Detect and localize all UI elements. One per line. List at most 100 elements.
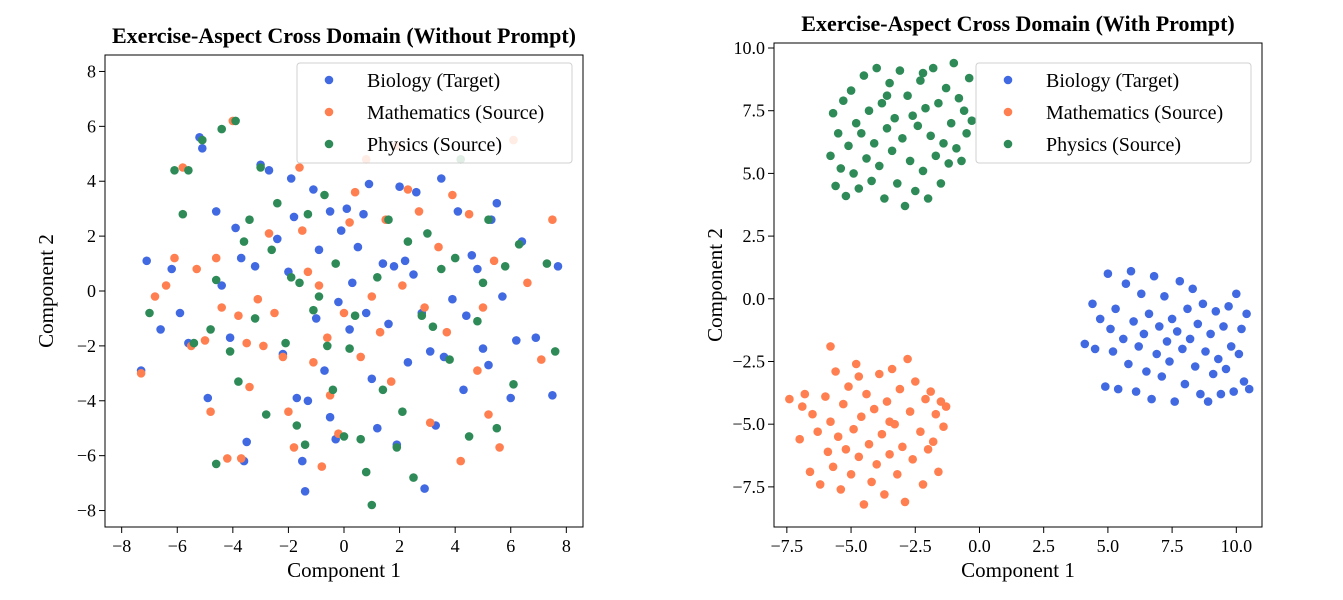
data-point (1196, 389, 1205, 399)
data-point (286, 273, 296, 282)
x-tick-label: −2 (279, 536, 298, 556)
x-tick-label: −5.0 (835, 536, 868, 556)
data-point (895, 66, 905, 75)
data-point (359, 209, 368, 219)
data-point (1170, 397, 1179, 406)
data-point (364, 179, 374, 189)
data-point (931, 409, 941, 419)
series-biology-target (136, 133, 563, 496)
y-tick-label: 0 (87, 281, 96, 301)
data-point (1080, 339, 1090, 349)
data-point (423, 229, 432, 238)
data-point (309, 305, 318, 315)
data-point (167, 264, 176, 274)
data-point (531, 333, 541, 343)
data-point (952, 144, 961, 153)
data-point (862, 389, 871, 399)
data-point (921, 103, 930, 113)
data-point (1234, 349, 1244, 359)
data-point (292, 421, 302, 430)
y-tick-label: 4 (87, 171, 96, 191)
data-point (236, 454, 246, 463)
data-point (1124, 359, 1133, 369)
legend: Biology (Target) Mathematics (Source) Phys… (296, 62, 573, 164)
data-point (198, 135, 207, 145)
data-point (339, 432, 349, 441)
data-point (959, 106, 969, 115)
data-point (1165, 357, 1174, 366)
data-point (798, 402, 807, 411)
data-point (875, 161, 884, 171)
data-point (384, 319, 393, 329)
x-tick-label: −4 (223, 536, 242, 556)
data-point (200, 336, 210, 345)
data-point (161, 281, 171, 290)
data-point (841, 191, 851, 201)
data-point (273, 198, 282, 208)
data-point (361, 308, 371, 318)
data-point (170, 253, 179, 263)
data-point (836, 485, 846, 494)
data-point (1131, 387, 1141, 396)
data-point (805, 467, 815, 477)
data-point (921, 394, 930, 404)
x-tick-label: −8 (112, 536, 131, 556)
data-point (1229, 387, 1238, 396)
data-point (303, 267, 313, 277)
data-point (323, 341, 332, 351)
data-point (785, 394, 794, 404)
data-point (239, 237, 249, 246)
data-point (309, 358, 318, 367)
y-tick-label: 2.5 (743, 226, 766, 246)
data-point (828, 462, 838, 472)
data-point (198, 144, 207, 153)
data-point (428, 322, 438, 332)
data-point (184, 166, 193, 175)
data-point (1185, 334, 1195, 344)
data-point (492, 198, 502, 208)
data-point (1126, 266, 1136, 276)
data-point (1090, 344, 1100, 354)
data-point (462, 311, 471, 321)
data-point (345, 325, 354, 334)
data-point (939, 139, 948, 148)
data-point (523, 278, 532, 288)
data-point (1103, 269, 1113, 279)
legend-label: Physics (Source) (1046, 134, 1181, 156)
data-point (537, 355, 546, 364)
legend-marker (324, 107, 334, 117)
data-point (908, 455, 917, 464)
data-point (242, 437, 251, 447)
data-point (869, 139, 879, 148)
x-tick-label: 10.0 (1221, 536, 1253, 556)
data-point (225, 333, 235, 343)
data-point (217, 124, 226, 134)
data-point (851, 359, 861, 369)
data-point (356, 352, 366, 362)
data-point (916, 427, 925, 437)
data-point (336, 226, 346, 235)
data-point (1139, 329, 1149, 339)
data-point (325, 207, 335, 216)
data-point (1221, 364, 1231, 374)
y-tick-label: −8 (77, 501, 96, 521)
legend-item-physics-source: Physics (Source) (324, 134, 502, 156)
data-point (1101, 382, 1110, 391)
data-point (934, 98, 943, 108)
data-point (236, 253, 246, 263)
x-tick-label: 0 (340, 536, 349, 556)
data-point (1129, 317, 1138, 326)
data-point (409, 270, 418, 279)
data-point (298, 456, 307, 466)
data-point (211, 207, 221, 216)
data-point (484, 410, 493, 419)
data-point (217, 281, 226, 290)
data-point (1232, 289, 1241, 299)
data-point (373, 423, 382, 433)
data-point (367, 292, 377, 301)
data-point (234, 311, 243, 321)
data-point (498, 292, 507, 301)
data-point (913, 121, 923, 131)
data-point (484, 215, 493, 224)
data-point (900, 201, 910, 211)
